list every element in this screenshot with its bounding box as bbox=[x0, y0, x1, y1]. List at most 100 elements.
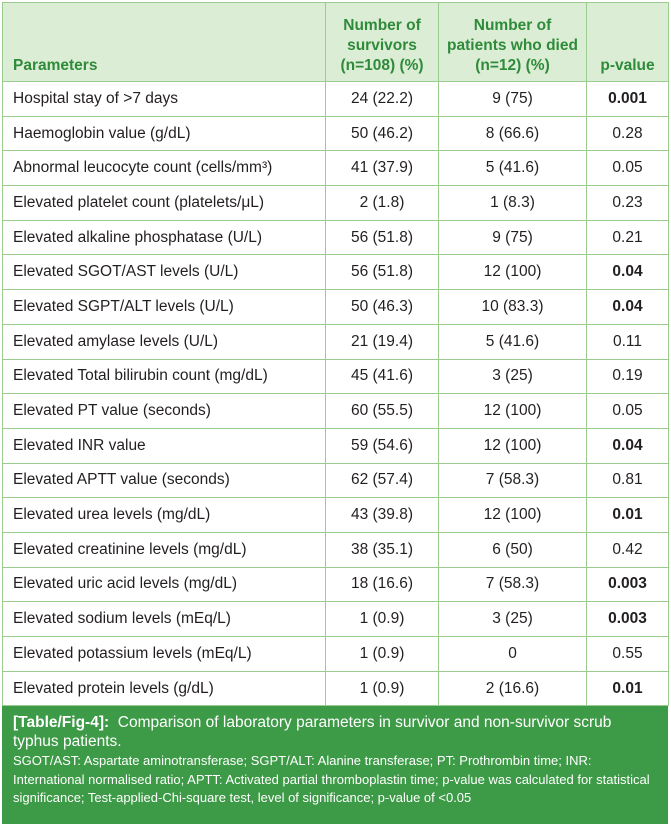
cell-died: 12 (100) bbox=[438, 254, 587, 291]
cell-died: 7 (58.3) bbox=[438, 566, 587, 603]
cell-parameter: Elevated protein levels (g/dL) bbox=[2, 670, 326, 707]
cell-survivors: 1 (0.9) bbox=[325, 636, 439, 672]
table-row: Elevated uric acid levels (mg/dL) 18 (16.… bbox=[2, 566, 669, 603]
cell-died: 12 (100) bbox=[438, 497, 587, 533]
table-row: Hospital stay of >7 days 24 (22.2) 9 (75) 0… bbox=[2, 81, 669, 117]
table-row: Elevated PT value (seconds) 60 (55.5) 12 (… bbox=[2, 393, 669, 429]
cell-survivors: 59 (54.6) bbox=[325, 427, 439, 464]
header-died: Number of patients who died (n=12) (%) bbox=[438, 2, 587, 82]
table-row: Elevated potassium levels (mEq/L) 1 (0.9)… bbox=[2, 636, 669, 672]
cell-died: 6 (50) bbox=[438, 531, 587, 568]
cell-survivors: 1 (0.9) bbox=[325, 670, 439, 707]
cell-died: 10 (83.3) bbox=[438, 289, 587, 325]
table-row: Elevated amylase levels (U/L) 21 (19.4) 5 … bbox=[2, 323, 669, 360]
cell-died: 0 bbox=[438, 636, 587, 672]
table-row: Elevated APTT value (seconds) 62 (57.4) 7 … bbox=[2, 462, 669, 499]
table-row: Elevated SGOT/AST levels (U/L) 56 (51.8) 1… bbox=[2, 254, 669, 291]
cell-parameter: Abnormal leucocyte count (cells/mm³) bbox=[2, 150, 326, 187]
cell-parameter: Elevated amylase levels (U/L) bbox=[2, 323, 326, 360]
cell-survivors: 56 (51.8) bbox=[325, 254, 439, 291]
table-row: Elevated INR value 59 (54.6) 12 (100) 0.04 bbox=[2, 427, 669, 464]
cell-parameter: Elevated PT value (seconds) bbox=[2, 393, 326, 429]
table-row: Elevated sodium levels (mEq/L) 1 (0.9) 3 (… bbox=[2, 601, 669, 637]
cell-p-value: 0.04 bbox=[586, 427, 669, 464]
cell-parameter: Elevated Total bilirubin count (mg/dL) bbox=[2, 358, 326, 395]
table-row: Haemoglobin value (g/dL) 50 (46.2) 8 (66.6… bbox=[2, 115, 669, 152]
cell-survivors: 2 (1.8) bbox=[325, 185, 439, 221]
cell-died: 12 (100) bbox=[438, 393, 587, 429]
cell-parameter: Haemoglobin value (g/dL) bbox=[2, 115, 326, 152]
cell-died: 12 (100) bbox=[438, 427, 587, 464]
cell-parameter: Elevated platelet count (platelets/μL) bbox=[2, 185, 326, 221]
caption-text: Comparison of laboratory parameters in s… bbox=[13, 714, 612, 751]
cell-p-value: 0.04 bbox=[586, 289, 669, 325]
cell-survivors: 56 (51.8) bbox=[325, 219, 439, 256]
header-row: Parameters Number of survivors (n=108) (… bbox=[2, 2, 669, 82]
header-survivors: Number of survivors (n=108) (%) bbox=[325, 2, 439, 82]
cell-parameter: Hospital stay of >7 days bbox=[2, 81, 326, 117]
cell-parameter: Elevated urea levels (mg/dL) bbox=[2, 497, 326, 533]
cell-parameter: Elevated creatinine levels (mg/dL) bbox=[2, 531, 326, 568]
cell-died: 1 (8.3) bbox=[438, 185, 587, 221]
table-row: Elevated urea levels (mg/dL) 43 (39.8) 12 … bbox=[2, 497, 669, 533]
cell-parameter: Elevated SGOT/AST levels (U/L) bbox=[2, 254, 326, 291]
cell-p-value: 0.05 bbox=[586, 393, 669, 429]
cell-survivors: 38 (35.1) bbox=[325, 531, 439, 568]
cell-died: 2 (16.6) bbox=[438, 670, 587, 707]
cell-survivors: 43 (39.8) bbox=[325, 497, 439, 533]
cell-survivors: 1 (0.9) bbox=[325, 601, 439, 637]
cell-survivors: 41 (37.9) bbox=[325, 150, 439, 187]
cell-parameter: Elevated SGPT/ALT levels (U/L) bbox=[2, 289, 326, 325]
cell-parameter: Elevated potassium levels (mEq/L) bbox=[2, 636, 326, 672]
header-p-value: p-value bbox=[586, 2, 669, 82]
cell-survivors: 62 (57.4) bbox=[325, 462, 439, 499]
cell-died: 7 (58.3) bbox=[438, 462, 587, 499]
cell-parameter: Elevated APTT value (seconds) bbox=[2, 462, 326, 499]
cell-p-value: 0.23 bbox=[586, 185, 669, 221]
cell-survivors: 50 (46.3) bbox=[325, 289, 439, 325]
table-row: Elevated platelet count (platelets/μL) 2 … bbox=[2, 185, 669, 221]
caption-title: [Table/Fig-4]: Comparison of laboratory … bbox=[13, 713, 657, 751]
cell-p-value: 0.21 bbox=[586, 219, 669, 256]
cell-parameter: Elevated alkaline phosphatase (U/L) bbox=[2, 219, 326, 256]
cell-died: 5 (41.6) bbox=[438, 323, 587, 360]
header-parameters: Parameters bbox=[2, 2, 326, 82]
caption-label: [Table/Fig-4]: bbox=[13, 714, 110, 732]
cell-p-value: 0.11 bbox=[586, 323, 669, 360]
lab-parameters-table: Parameters Number of survivors (n=108) (… bbox=[2, 2, 669, 707]
table-row: Abnormal leucocyte count (cells/mm³) 41 (… bbox=[2, 150, 669, 187]
cell-p-value: 0.01 bbox=[586, 497, 669, 533]
cell-p-value: 0.05 bbox=[586, 150, 669, 187]
table-row: Elevated SGPT/ALT levels (U/L) 50 (46.3) 1… bbox=[2, 289, 669, 325]
cell-p-value: 0.01 bbox=[586, 670, 669, 707]
cell-died: 9 (75) bbox=[438, 219, 587, 256]
cell-died: 3 (25) bbox=[438, 601, 587, 637]
cell-p-value: 0.55 bbox=[586, 636, 669, 672]
cell-p-value: 0.003 bbox=[586, 601, 669, 637]
cell-parameter: Elevated sodium levels (mEq/L) bbox=[2, 601, 326, 637]
table-row: Elevated Total bilirubin count (mg/dL) 45… bbox=[2, 358, 669, 395]
cell-p-value: 0.003 bbox=[586, 566, 669, 603]
cell-died: 3 (25) bbox=[438, 358, 587, 395]
cell-died: 5 (41.6) bbox=[438, 150, 587, 187]
cell-p-value: 0.42 bbox=[586, 531, 669, 568]
cell-p-value: 0.19 bbox=[586, 358, 669, 395]
cell-survivors: 50 (46.2) bbox=[325, 115, 439, 152]
cell-parameter: Elevated uric acid levels (mg/dL) bbox=[2, 566, 326, 603]
table-row: Elevated alkaline phosphatase (U/L) 56 (5… bbox=[2, 219, 669, 256]
cell-survivors: 60 (55.5) bbox=[325, 393, 439, 429]
cell-died: 8 (66.6) bbox=[438, 115, 587, 152]
cell-survivors: 24 (22.2) bbox=[325, 81, 439, 117]
cell-p-value: 0.28 bbox=[586, 115, 669, 152]
cell-p-value: 0.001 bbox=[586, 81, 669, 117]
cell-survivors: 18 (16.6) bbox=[325, 566, 439, 603]
cell-parameter: Elevated INR value bbox=[2, 427, 326, 464]
table-row: Elevated creatinine levels (mg/dL) 38 (35… bbox=[2, 531, 669, 568]
table-body: Hospital stay of >7 days 24 (22.2) 9 (75) 0… bbox=[2, 81, 669, 707]
cell-survivors: 45 (41.6) bbox=[325, 358, 439, 395]
cell-p-value: 0.81 bbox=[586, 462, 669, 499]
cell-survivors: 21 (19.4) bbox=[325, 323, 439, 360]
cell-died: 9 (75) bbox=[438, 81, 587, 117]
cell-p-value: 0.04 bbox=[586, 254, 669, 291]
